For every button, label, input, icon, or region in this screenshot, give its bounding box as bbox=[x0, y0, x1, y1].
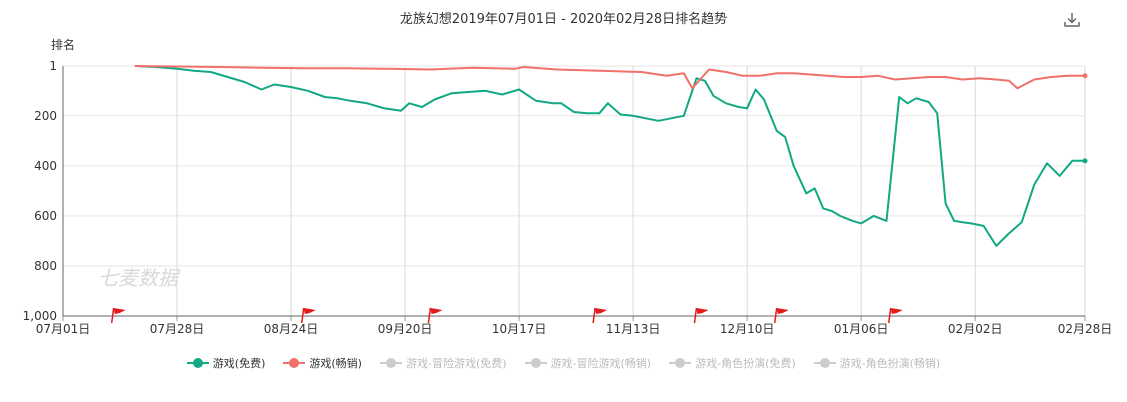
chart-title: 龙族幻想2019年07月01日 - 2020年02月28日排名趋势 bbox=[399, 12, 728, 27]
legend-marker-icon bbox=[524, 357, 547, 369]
x-tick-label: 09月20日 bbox=[378, 322, 433, 336]
download-icon[interactable] bbox=[1062, 10, 1082, 30]
series-end-point bbox=[1082, 158, 1088, 164]
y-tick-label: 800 bbox=[34, 259, 57, 273]
legend-label: 游戏-角色扮演(免费) bbox=[695, 357, 796, 370]
chart-legend: 游戏(免费) 游戏(畅销) 游戏-冒险游戏(免费) 游戏-冒险游戏(畅销) 游戏-角色扮… bbox=[0, 355, 1127, 371]
legend-label: 游戏-角色扮演(畅销) bbox=[839, 357, 941, 370]
event-flag-pole bbox=[773, 307, 778, 324]
event-flag-pole bbox=[693, 307, 698, 324]
y-tick-label: 400 bbox=[34, 159, 57, 173]
watermark: 七麦数据 bbox=[98, 266, 181, 290]
x-tick-label: 02月28日 bbox=[1058, 322, 1113, 336]
x-tick-label: 07月28日 bbox=[150, 322, 205, 336]
legend-item[interactable]: 游戏-角色扮演(畅销) bbox=[813, 355, 941, 371]
series-line bbox=[134, 65, 1085, 90]
legend-item[interactable]: 游戏(畅销) bbox=[283, 355, 362, 371]
legend-item[interactable]: 游戏-冒险游戏(畅销) bbox=[524, 355, 652, 371]
x-tick-label: 10月17日 bbox=[492, 322, 547, 336]
legend-marker-icon bbox=[669, 357, 692, 369]
legend-item[interactable]: 游戏-角色扮演(免费) bbox=[669, 355, 796, 371]
series-line bbox=[134, 65, 1085, 247]
y-axis-label: 排名 bbox=[51, 37, 75, 52]
y-tick-label: 200 bbox=[34, 109, 57, 123]
y-tick-label: 1 bbox=[49, 59, 57, 73]
x-tick-label: 12月10日 bbox=[720, 322, 775, 336]
event-flag-pole bbox=[592, 307, 596, 324]
legend-marker-icon bbox=[813, 357, 836, 369]
legend-label: 游戏-冒险游戏(免费) bbox=[405, 357, 507, 370]
legend-item[interactable]: 游戏-冒险游戏(免费) bbox=[379, 355, 507, 371]
y-tick-label: 1,000 bbox=[23, 309, 57, 323]
legend-marker-icon bbox=[186, 357, 209, 369]
x-tick-label: 08月24日 bbox=[264, 322, 319, 336]
x-tick-label: 02月02日 bbox=[948, 322, 1003, 336]
legend-marker-icon bbox=[283, 357, 306, 369]
event-flag-icon bbox=[776, 308, 789, 314]
x-tick-label: 11月13日 bbox=[606, 322, 661, 336]
event-flag-icon bbox=[696, 308, 709, 314]
legend-item[interactable]: 游戏(免费) bbox=[186, 355, 266, 371]
event-flag-pole bbox=[300, 307, 305, 324]
legend-marker-icon bbox=[379, 357, 402, 369]
x-tick-label: 01月06日 bbox=[834, 322, 889, 336]
legend-label: 游戏-冒险游戏(畅销) bbox=[550, 357, 652, 370]
event-flag-icon bbox=[303, 308, 316, 314]
legend-label: 游戏(畅销) bbox=[309, 357, 362, 370]
event-flag-pole bbox=[427, 307, 432, 324]
series-end-point bbox=[1082, 73, 1088, 79]
event-flag-icon bbox=[430, 308, 443, 314]
y-tick-label: 600 bbox=[34, 209, 57, 223]
event-flag-icon bbox=[113, 308, 126, 314]
event-flag-pole bbox=[887, 307, 892, 324]
x-tick-label: 07月01日 bbox=[36, 322, 91, 336]
event-flag-icon bbox=[890, 308, 903, 314]
legend-label: 游戏(免费) bbox=[212, 357, 266, 370]
event-flag-pole bbox=[110, 307, 115, 324]
event-flag-icon bbox=[595, 308, 608, 314]
